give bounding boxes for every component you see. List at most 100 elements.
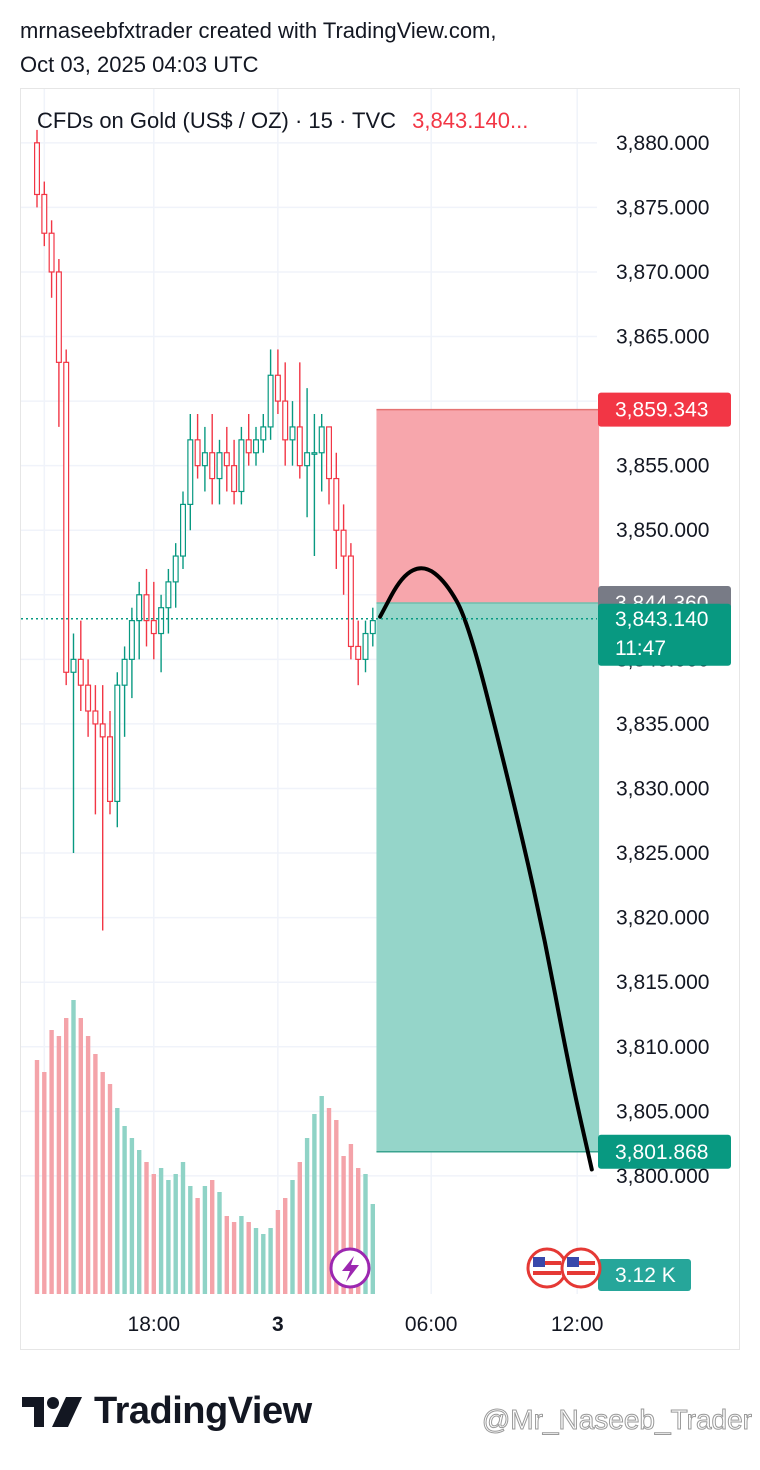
- candle-body: [114, 684, 121, 803]
- candle: [355, 620, 362, 686]
- candle-body: [289, 426, 296, 441]
- volume-bar: [71, 1000, 76, 1294]
- candle-body: [55, 271, 62, 363]
- svg-text:CFDs on Gold (US$ / OZ) · 15 ·: CFDs on Gold (US$ / OZ) · 15 · TVC 3,843…: [37, 108, 528, 133]
- candle: [296, 362, 303, 479]
- price-axis-tick: 3,865.000: [616, 326, 709, 349]
- stop-price-label: 3,859.343: [615, 399, 708, 422]
- candle-body: [216, 452, 223, 480]
- candle-body: [143, 594, 150, 622]
- price-axis-tick: 3,855.000: [616, 455, 709, 478]
- volume-bar: [239, 1216, 244, 1294]
- last-price-label: 3,843.140: [615, 608, 708, 631]
- candle: [223, 426, 230, 492]
- tradingview-logo-icon: [22, 1396, 82, 1427]
- price-axis: 3,880.0003,875.0003,870.0003,865.0003,86…: [616, 132, 709, 1188]
- candle-body: [85, 684, 92, 712]
- candle: [289, 401, 296, 466]
- volume-bar: [188, 1186, 193, 1294]
- volume-bar: [158, 1168, 164, 1294]
- candle: [187, 414, 194, 531]
- time-axis-tick: 18:00: [128, 1313, 181, 1336]
- candle-body: [77, 658, 84, 686]
- candle-body: [347, 555, 354, 648]
- candle-body: [260, 426, 267, 441]
- candle: [260, 414, 267, 453]
- us-flag-icon[interactable]: [526, 1247, 568, 1289]
- candle: [121, 646, 128, 737]
- candle-body: [355, 645, 362, 660]
- volume-bar: [64, 1018, 69, 1294]
- candle-body: [362, 632, 369, 660]
- candle: [347, 543, 354, 660]
- bar-countdown-label: 11:47: [615, 637, 666, 660]
- volume-bar: [107, 1084, 113, 1294]
- volume-bar: [56, 1036, 62, 1294]
- volume-tag: [598, 1259, 691, 1291]
- volume-bar: [224, 1216, 229, 1294]
- volume-bar: [334, 1120, 339, 1294]
- volume-bar: [78, 1018, 83, 1294]
- price-chart[interactable]: 3,880.0003,875.0003,870.0003,865.0003,86…: [21, 89, 739, 1349]
- candle-body: [304, 452, 311, 467]
- candle-body: [238, 439, 245, 493]
- chart-frame: 3,880.0003,875.0003,870.0003,865.0003,86…: [20, 88, 740, 1350]
- candle: [41, 181, 48, 247]
- watermark: @Mr_Naseeb_Trader: [481, 1404, 752, 1436]
- header-date: Oct 03, 2025 04:03 UTC: [20, 52, 259, 77]
- time-axis-tick: 3: [272, 1313, 284, 1336]
- candle: [99, 685, 106, 931]
- candlesticks: [34, 129, 376, 931]
- candle: [150, 581, 157, 660]
- take-profit-zone: [376, 603, 600, 1152]
- candle: [114, 672, 121, 828]
- candle: [55, 259, 62, 427]
- candle-body: [231, 465, 238, 493]
- lightning-icon[interactable]: [329, 1247, 371, 1289]
- candle-body: [92, 710, 99, 725]
- volume-bar: [326, 1108, 332, 1294]
- candle-body: [172, 555, 179, 583]
- price-axis-tick: 3,880.000: [616, 132, 709, 155]
- candle-body: [223, 452, 230, 467]
- candle-body: [99, 723, 106, 738]
- candle-body: [41, 193, 48, 234]
- price-axis-tick: 3,815.000: [616, 971, 709, 994]
- candle: [77, 620, 84, 712]
- legend-price: 3,843.140...: [412, 108, 528, 133]
- candle-body: [187, 439, 194, 505]
- candle: [201, 426, 208, 492]
- last-price-tag: [598, 603, 731, 666]
- candle-body: [253, 439, 260, 454]
- header-author: mrnaseebfxtrader created with TradingVie…: [20, 18, 497, 43]
- candle-body: [48, 232, 55, 273]
- candle-body: [267, 374, 274, 428]
- candle-body: [63, 361, 70, 673]
- volume-bar: [341, 1156, 346, 1294]
- candle: [172, 543, 179, 608]
- volume-bar: [246, 1222, 251, 1294]
- price-axis-tick: 3,820.000: [616, 907, 709, 930]
- candle: [158, 594, 165, 673]
- tradingview-logo: TradingView: [22, 1390, 312, 1433]
- candle-body: [340, 529, 347, 557]
- candle: [48, 220, 55, 298]
- volume-bar: [93, 1054, 98, 1294]
- time-axis-tick: 06:00: [405, 1313, 458, 1336]
- forecast-path: [378, 566, 594, 1172]
- us-flag-icon[interactable]: [560, 1247, 602, 1289]
- candle: [136, 581, 143, 660]
- target-price-tag: [598, 1134, 731, 1169]
- target-price-label: 3,801.868: [615, 1141, 708, 1164]
- candle: [143, 568, 150, 647]
- candle: [180, 491, 187, 569]
- candle-body: [326, 426, 333, 480]
- candle-body: [194, 439, 201, 467]
- candle: [216, 439, 223, 505]
- candle-body: [106, 736, 113, 803]
- candle-body: [128, 620, 135, 660]
- price-axis-tick: 3,805.000: [616, 1100, 709, 1123]
- candle-body: [296, 426, 303, 467]
- volume-bar: [100, 1072, 105, 1294]
- candle-body: [180, 503, 187, 557]
